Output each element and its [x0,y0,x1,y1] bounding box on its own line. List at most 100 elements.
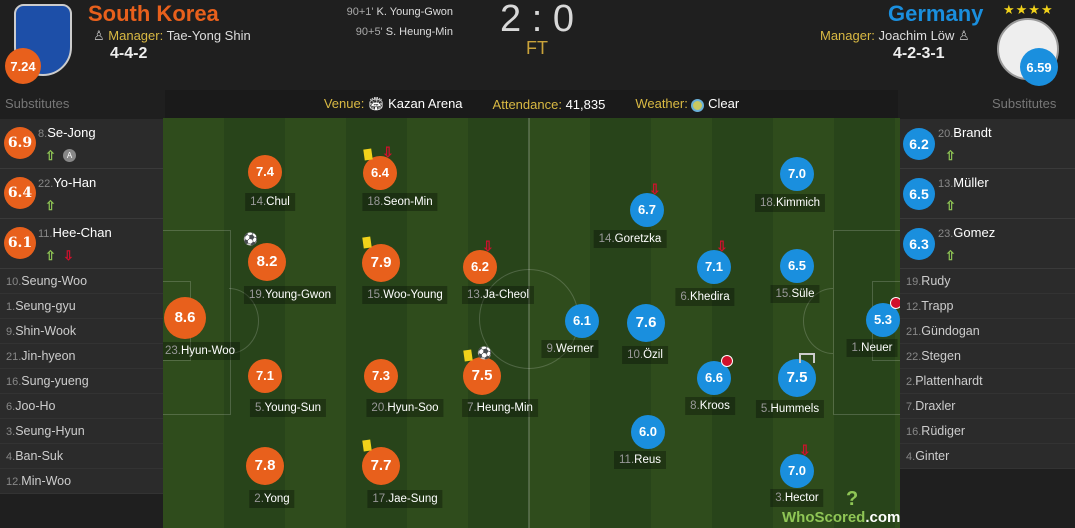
player-rating[interactable]: 8.6 [164,297,206,339]
home-formation: 4-4-2 [110,45,148,62]
bench-player[interactable]: 7.Draxler [900,394,1075,419]
bench-player[interactable]: 9.Shin-Wook [0,319,163,344]
player-name-label[interactable]: 2.Yong [249,490,295,508]
home-team-name[interactable]: South Korea [88,1,219,26]
bench-player[interactable]: 16.Sung-yueng [0,369,163,394]
match-info-bar: Venue: 🏟 Kazan Arena Attendance: 41,835 … [165,90,898,118]
player-name: 13.Müller [938,175,989,190]
substitute-row[interactable]: 6.3 23.Gomez ⇧ [900,219,1075,269]
away-team-name[interactable]: Germany [888,1,984,26]
player-name-label[interactable]: 19.Young-Gwon [243,286,337,304]
player-name-label[interactable]: 5.Hummels [755,400,825,418]
manager-icon: ♙ [954,28,970,43]
player-name-label[interactable]: 17.Jae-Sung [367,490,443,508]
weather: Weather: Clear [635,96,740,112]
player-rating[interactable]: 7.1 [697,250,731,284]
player-name-label[interactable]: 6.Khedira [675,288,735,306]
player-rating: 6.9 [4,127,36,159]
bench-player[interactable]: 12.Min-Woo [0,469,163,494]
player-rating[interactable]: 7.3 [364,359,398,393]
bench-player[interactable]: 22.Stegen [900,344,1075,369]
player-name-label[interactable]: 3.Hector [770,489,824,507]
player-rating[interactable]: 7.5 [778,359,816,397]
substitute-row[interactable]: 6.9 8.Se-Jong ⇧ A [0,119,163,169]
goal-event: 90+1' K. Young-Gwon [346,6,453,18]
bench-player[interactable]: 19.Rudy [900,269,1075,294]
player-rating[interactable]: 6.7 [630,193,664,227]
attendance: Attendance: 41,835 [492,96,606,112]
sub-in-icon: ⇧ [945,198,956,213]
player-rating: 6.5 [903,178,935,210]
player-name-label[interactable]: 11.Reus [614,451,666,469]
bench-player[interactable]: 4.Ginter [900,444,1075,469]
bench-player[interactable]: 21.Jin-hyeon [0,344,163,369]
player-rating[interactable]: 7.1 [248,359,282,393]
whoscored-question-icon: ? [846,488,859,510]
sub-out-icon: ⇩ [799,442,811,458]
player-rating[interactable]: 6.2 [463,250,497,284]
bench-player[interactable]: 2.Plattenhardt [900,369,1075,394]
player-name-label[interactable]: 9.Werner [541,340,599,358]
player-name-label[interactable]: 5.Young-Sun [249,399,327,417]
pitch: 8.6 23.Hyun-Woo 7.4 14.Chul 8.2 19.Young-G… [163,118,900,528]
sub-in-icon: ⇧ [945,248,956,263]
player-rating[interactable]: 6.5 [780,249,814,283]
player-name-label[interactable]: 13.Ja-Cheol [461,286,535,304]
player-rating[interactable]: 6.6 [697,361,731,395]
player-name: 22.Yo-Han [38,175,97,190]
player-rating[interactable]: 7.0 [780,157,814,191]
player-rating[interactable]: 6.1 [565,304,599,338]
player-rating[interactable]: 6.0 [631,415,665,449]
player-name-label[interactable]: 10.Özil [622,346,668,364]
bench-player[interactable]: 16.Rüdiger [900,419,1075,444]
assist-icon: A [63,149,76,162]
bench-player[interactable]: 10.Seung-Woo [0,269,163,294]
sub-in-icon: ⇧ [45,148,56,163]
player-rating[interactable]: 7.6 [627,304,665,342]
home-substitutes-list: 6.9 8.Se-Jong ⇧ A 6.4 22.Yo-Han ⇧ 6.1 11.He… [0,119,163,494]
player-name-label[interactable]: 15.Süle [770,285,820,303]
bench-player[interactable]: 4.Ban-Suk [0,444,163,469]
player-rating[interactable]: 7.4 [248,155,282,189]
player-name-label[interactable]: 18.Kimmich [754,194,826,212]
player-rating[interactable]: 7.8 [246,447,284,485]
bench-player[interactable]: 3.Seung-Hyun [0,419,163,444]
player-name-label[interactable]: 8.Kroos [685,397,735,415]
player-name-label[interactable]: 20.Hyun-Soo [366,399,444,417]
yellow-card-icon [363,148,373,161]
player-name-label[interactable]: 7.Heung-Min [462,399,538,417]
player-name-label[interactable]: 23.Hyun-Woo [163,342,241,360]
player-name-label[interactable]: 15.Woo-Young [362,286,448,304]
weather-clear-icon [691,98,705,112]
player-rating[interactable]: 7.0 [780,454,814,488]
goal-event: 90+5' S. Heung-Min [355,26,453,38]
player-rating[interactable]: 6.4 [363,156,397,190]
bench-player[interactable]: 6.Joo-Ho [0,394,163,419]
whoscored-logo: ? WhoScored.com [782,488,901,526]
player-rating[interactable]: 7.9 [362,244,400,282]
player-name-label[interactable]: 1.Neuer [846,339,898,357]
player-rating[interactable]: 5.3 [866,303,900,337]
substitute-row[interactable]: 6.5 13.Müller ⇧ [900,169,1075,219]
player-name: 23.Gomez [938,225,996,240]
player-name: 20.Brandt [938,125,992,140]
substitute-row[interactable]: 6.4 22.Yo-Han ⇧ [0,169,163,219]
sub-out-icon: ⇩ [63,248,74,263]
player-rating[interactable]: 7.7 [362,447,400,485]
away-team-rating: 6.59 [1020,48,1058,86]
player-rating: 6.3 [903,228,935,260]
sub-out-icon: ⇩ [382,144,394,160]
player-rating[interactable]: 7.5 [463,357,501,395]
bench-player[interactable]: 1.Seung-gyu [0,294,163,319]
away-formation: 4-2-3-1 [893,45,945,62]
player-name-label[interactable]: 14.Chul [245,193,295,211]
bench-player[interactable]: 21.Gündogan [900,319,1075,344]
player-name-label[interactable]: 18.Seon-Min [362,193,438,211]
substitute-row[interactable]: 6.2 20.Brandt ⇧ [900,119,1075,169]
substitute-row[interactable]: 6.1 11.Hee-Chan ⇧ ⇩ [0,219,163,269]
home-team-rating: 7.24 [5,48,41,84]
player-rating[interactable]: 8.2 [248,243,286,281]
player-rating: 6.1 [4,227,36,259]
player-name-label[interactable]: 14.Goretzka [593,230,667,248]
bench-player[interactable]: 12.Trapp [900,294,1075,319]
